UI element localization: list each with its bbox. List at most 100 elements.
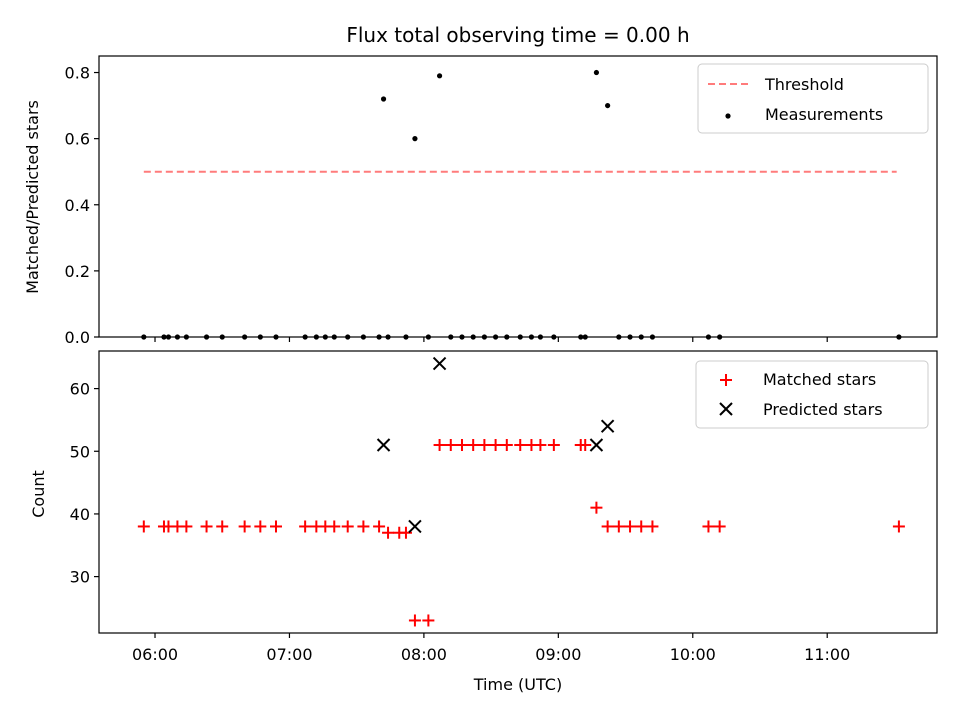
measurement-point [627,334,633,340]
measurement-point [273,334,279,340]
measurement-point [322,334,328,340]
matched-star-point [892,520,905,533]
xtick-label: 07:00 [266,645,312,664]
matched-star-point [455,439,468,451]
matched-star-point [444,439,457,451]
bottom-plot-frame [98,350,938,634]
x-axis-label: Time (UTC) [473,675,562,694]
matched-star-point [299,520,312,533]
top-legend: Threshold Measurements [697,63,929,134]
legend-matched-label: Matched stars [763,370,876,389]
measurement-point [385,334,391,340]
measurement-point [470,334,476,340]
measurement-point [481,334,487,340]
measurement-point [425,334,431,340]
matched-star-point [254,520,267,533]
measurement-point [219,334,225,340]
measurement-point [717,334,723,340]
matched-star-point [612,520,625,533]
bottom-series [137,356,905,627]
top-x-ticks [154,337,828,342]
measurement-point [528,334,535,340]
measurement-point [161,334,167,340]
predicted-star-point [376,438,391,452]
measurement-point [459,334,465,340]
measurement-point [360,334,366,340]
bottom-y-ticks: 30 40 50 60 [70,380,99,587]
measurement-point [257,334,263,340]
predicted-star-point [432,356,447,371]
top-y-axis-label: Matched/Predicted stars [23,100,42,294]
top-ytick-label: 0.2 [65,262,90,281]
measurement-point [242,334,248,340]
matched-star-point [137,520,150,533]
measurement-point [638,334,644,340]
matched-star-point [646,520,659,533]
matched-star-point [713,520,726,533]
predicted-star-point [600,419,615,433]
matched-star-point [478,439,491,451]
bottom-ytick-label: 60 [70,380,90,399]
matched-star-point [382,526,395,539]
measurement-point [436,73,443,79]
measurement-point [705,334,712,340]
matched-star-point [422,614,435,627]
top-series [141,69,902,340]
matched-star-point [547,439,560,451]
measurement-point [165,334,172,340]
matched-star-point [702,520,715,533]
bottom-y-axis-label: Count [29,470,48,518]
matched-star-point [467,439,480,451]
measurement-point [492,334,499,340]
xtick-label: 10:00 [670,645,716,664]
legend-matched-swatch [720,374,732,386]
bottom-ytick-label: 50 [70,442,90,461]
xtick-label: 06:00 [132,645,178,664]
measurement-point [582,334,588,340]
legend-measurements-label: Measurements [765,105,883,124]
matched-star-point [579,439,592,451]
measurement-point [605,102,611,109]
predicted-star-point [408,519,422,534]
matched-star-point [514,439,527,451]
measurement-point [313,334,319,340]
matched-star-point [624,520,637,533]
chart-title: Flux total observing time = 0.00 h [346,23,689,47]
matched-star-point [238,520,251,533]
legend-predicted-label: Predicted stars [763,400,883,419]
bottom-ytick-label: 40 [70,505,90,524]
top-ytick-label: 0.6 [65,130,90,149]
matched-star-point [500,439,513,451]
matched-star-point [200,520,213,533]
xtick-label: 08:00 [401,645,447,664]
legend-threshold-label: Threshold [764,75,844,94]
matched-star-point [399,526,412,539]
matched-star-point [408,614,421,627]
measurement-point [593,69,600,76]
measurement-point [896,334,902,340]
measurement-point [376,334,382,340]
measurement-point [412,136,418,142]
legend-measurements-swatch [725,113,731,119]
measurement-point [649,334,656,340]
bottom-x-ticks: 06:00 07:00 08:00 09:00 10:00 11:00 [132,633,850,664]
measurement-point [345,334,351,340]
measurement-point [174,334,181,340]
bottom-ytick-label: 30 [70,568,90,587]
matched-star-point [270,520,283,533]
measurement-point [537,334,544,340]
bottom-legend: Matched stars Predicted stars [695,360,929,429]
xtick-label: 11:00 [804,645,850,664]
measurement-point [380,96,387,102]
measurement-point [578,334,584,340]
matched-star-point [357,520,370,533]
legend-predicted-swatch [719,402,733,416]
measurement-point [517,334,523,340]
predicted-star-point [589,438,604,452]
measurement-point [504,334,510,340]
measurement-point [403,334,409,340]
matched-star-point [328,520,341,533]
measurement-point [551,334,557,340]
